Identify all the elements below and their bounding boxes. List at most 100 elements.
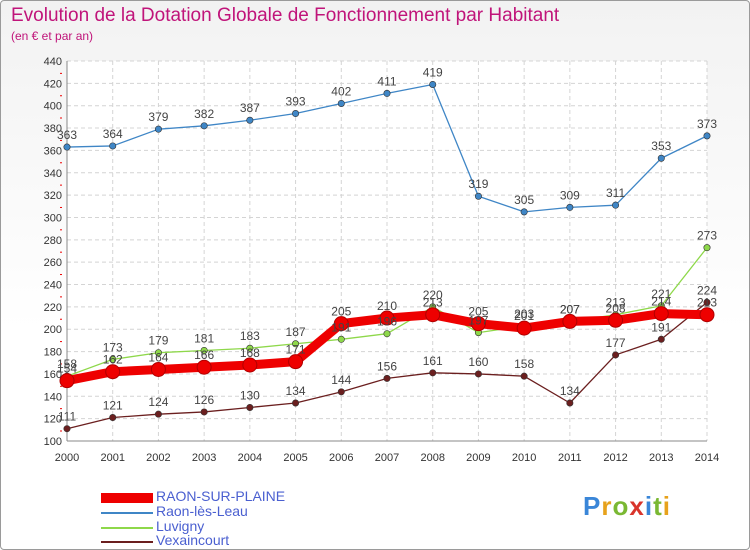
legend-swatch [101,541,153,543]
data-point-luvigny [246,344,254,352]
data-label-vexaincourt: 156 [377,359,397,373]
data-label-luvigny: 187 [286,325,306,339]
data-label-raon-sur-plaine: 213 [697,296,717,310]
x-tick-label: 2012 [603,452,627,464]
data-point-vexaincourt [63,425,71,433]
data-label-vexaincourt: 144 [331,373,351,387]
data-label-vexaincourt: 134 [560,384,580,398]
x-tick-label: 2010 [512,452,536,464]
data-point-vexaincourt [109,414,117,422]
data-label-vexaincourt: 134 [286,384,306,398]
legend-swatch [101,493,153,503]
legend-label: Vexaincourt [156,532,230,548]
data-label-vexaincourt: 124 [148,395,168,409]
y-tick-label: 180 [44,347,62,359]
data-label-raon-sur-plaine: 166 [194,348,214,362]
data-label-vexaincourt: 130 [240,388,260,402]
data-point-raon-sur-plaine [562,313,578,329]
data-label-raon-l-s-leau: 353 [651,139,671,153]
data-point-vexaincourt [246,403,254,411]
data-point-raon-l-s-leau [246,116,254,124]
x-tick-label: 2014 [695,452,719,464]
legend-label: Luvigny [156,518,205,534]
data-label-raon-sur-plaine: 168 [240,346,260,360]
data-point-vexaincourt [383,374,391,382]
data-label-raon-sur-plaine: 162 [103,353,123,367]
data-point-vexaincourt [200,408,208,416]
data-label-raon-sur-plaine: 208 [606,301,626,315]
data-label-raon-l-s-leau: 382 [194,107,214,121]
data-point-raon-l-s-leau [474,192,482,200]
data-point-luvigny [383,330,391,338]
data-label-luvigny: 197 [468,314,488,328]
data-point-luvigny [703,244,711,252]
data-point-vexaincourt [154,410,162,418]
data-label-raon-l-s-leau: 319 [468,177,488,191]
data-label-raon-sur-plaine: 171 [286,343,306,357]
y-tick-label: 160 [44,369,62,381]
data-point-vexaincourt [474,370,482,378]
data-point-raon-sur-plaine [516,320,532,336]
data-point-luvigny [337,335,345,343]
data-label-raon-l-s-leau: 364 [103,127,123,141]
y-tick-label: 120 [44,414,62,426]
y-tick-label: 360 [44,145,62,157]
data-label-raon-l-s-leau: 311 [606,186,625,200]
data-label-raon-l-s-leau: 373 [697,117,717,131]
legend-swatch [101,527,153,529]
data-label-luvigny: 158 [57,357,77,371]
data-point-raon-l-s-leau [154,125,162,133]
data-label-vexaincourt: 126 [194,393,214,407]
data-label-raon-sur-plaine: 205 [468,305,488,319]
legend-label: Raon-lès-Leau [156,503,248,519]
data-label-vexaincourt: 161 [423,354,443,368]
data-point-raon-l-s-leau [109,142,117,150]
data-label-raon-sur-plaine: 207 [560,302,580,316]
data-label-raon-sur-plaine: 213 [423,296,443,310]
chart-subtitle: (en € et par an) [11,29,94,43]
proxiti-logo: Proxiti [583,491,671,521]
data-label-raon-sur-plaine: 205 [331,305,351,319]
data-label-luvigny: 203 [514,307,534,321]
data-label-luvigny: 179 [148,334,168,348]
data-point-raon-sur-plaine [150,361,166,377]
data-point-vexaincourt [520,372,528,380]
data-label-luvigny: 221 [651,287,671,301]
data-point-raon-sur-plaine [288,354,304,370]
y-tick-label: 240 [44,280,62,292]
data-point-raon-l-s-leau [383,89,391,97]
data-point-raon-sur-plaine [699,307,715,323]
data-point-vexaincourt [337,388,345,396]
x-tick-label: 2006 [329,452,353,464]
x-tick-label: 2001 [100,452,124,464]
legend-swatch [101,512,153,514]
data-label-luvigny: 196 [377,315,397,329]
data-point-raon-sur-plaine [608,312,624,328]
data-label-raon-l-s-leau: 305 [514,193,534,207]
data-point-luvigny [200,346,208,354]
data-label-raon-l-s-leau: 309 [560,188,580,202]
data-point-vexaincourt [657,335,665,343]
data-label-luvigny: 273 [697,229,717,243]
data-point-raon-l-s-leau [566,203,574,211]
data-point-vexaincourt [566,399,574,407]
y-tick-label: 400 [44,101,62,113]
data-label-luvigny: 173 [103,340,123,354]
data-label-raon-sur-plaine: 164 [148,350,168,364]
y-tick-label: 220 [44,302,62,314]
y-tick-label: 140 [44,391,62,403]
y-tick-label: 320 [44,190,62,202]
data-label-luvigny: 181 [194,331,214,345]
data-point-raon-sur-plaine [105,364,121,380]
data-point-raon-sur-plaine [470,316,486,332]
data-point-raon-l-s-leau [337,99,345,107]
data-point-raon-l-s-leau [200,122,208,130]
data-point-raon-l-s-leau [429,80,437,88]
data-point-raon-sur-plaine [425,307,441,323]
chart-title: Evolution de la Dotation Globale de Fonc… [11,5,560,26]
y-tick-label: 100 [44,436,62,448]
data-label-vexaincourt: 121 [103,399,123,413]
data-label-vexaincourt: 111 [58,410,77,424]
legend-label: RAON-SUR-PLAINE [156,488,286,504]
